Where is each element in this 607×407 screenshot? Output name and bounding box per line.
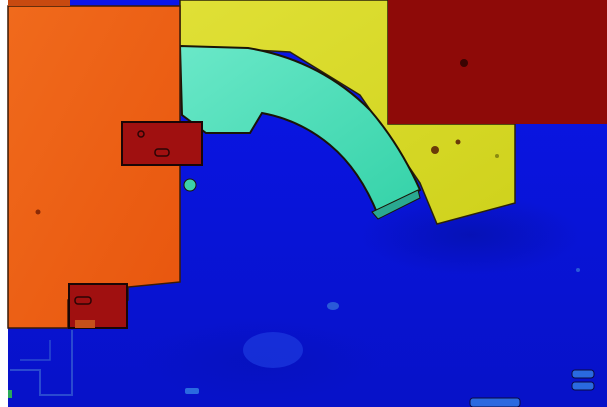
bottom-right-object: [571, 369, 595, 379]
red-box-upper: [121, 121, 203, 166]
red-box-dot: [137, 130, 145, 138]
orange-top-strip: [8, 0, 70, 6]
floor-teal-blob: [183, 178, 197, 192]
floor-shadow: [360, 195, 580, 275]
orange-spot: [35, 209, 41, 215]
bottom-right-object: [571, 381, 595, 391]
yellow-spot: [455, 139, 461, 145]
floor-cable: [20, 340, 51, 361]
yellow-spot: [431, 146, 439, 154]
bottom-object: [469, 397, 521, 407]
dark-red-block: [388, 0, 607, 124]
green-marker: [8, 390, 12, 398]
dark-spot: [460, 59, 468, 67]
orange-block: [7, 5, 181, 329]
teal-arch-edge: [371, 189, 421, 220]
bottom-object: [185, 388, 199, 394]
red-box-slot: [154, 148, 170, 157]
red-box-lower-slot: [74, 296, 92, 305]
floor-blob: [327, 302, 339, 310]
yellow-spot: [495, 154, 499, 158]
red-box-lower-tab: [75, 320, 95, 328]
floor-blob: [243, 332, 303, 368]
floor-cable: [10, 330, 73, 396]
floor-dot: [576, 268, 580, 272]
